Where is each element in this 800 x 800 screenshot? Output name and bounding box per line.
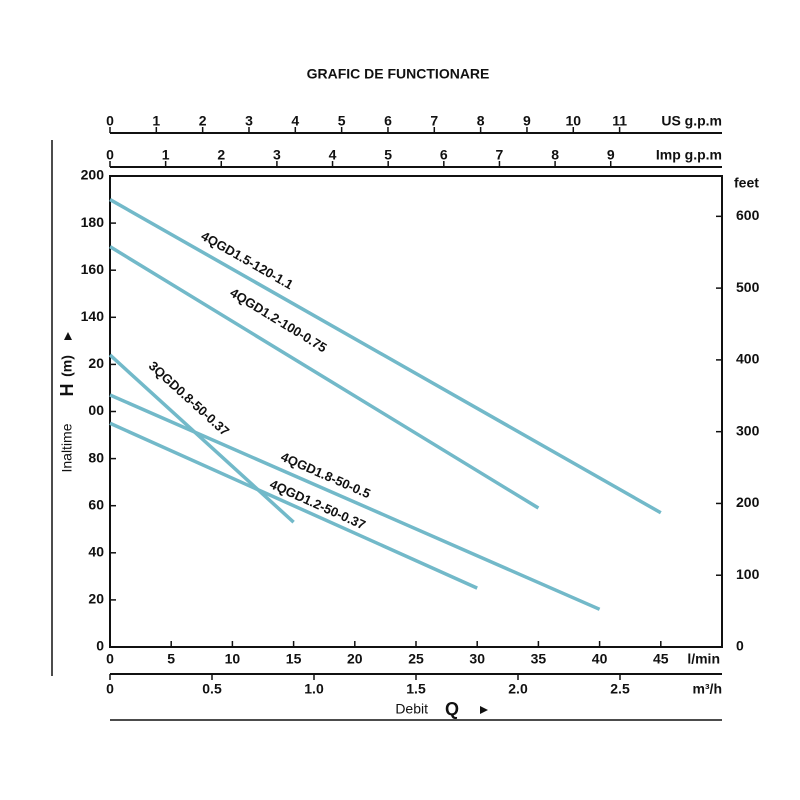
- extra-x-tick-label: 7: [430, 113, 438, 129]
- series-line: [109, 245, 540, 510]
- series-label: 4QGD1.5-120-1.1: [199, 228, 296, 292]
- y2-tick-label: 100: [736, 566, 760, 582]
- x-tick-label: 15: [286, 651, 302, 667]
- extra-x-tick-label: 5: [338, 113, 346, 129]
- y-tick-label: 140: [81, 308, 105, 324]
- extra-x-tick-label: 7: [496, 147, 504, 163]
- series-line: [109, 198, 662, 515]
- extra-x-tick-label: 3: [273, 147, 281, 163]
- extra-x-tick-label: 4: [329, 147, 337, 163]
- extra-x-tick-label: 0: [106, 681, 114, 697]
- extra-x-tick-label: 1.5: [406, 681, 426, 697]
- extra-x-tick-label: 2: [217, 147, 225, 163]
- extra-x-tick-label: 1: [162, 147, 170, 163]
- extra-x-tick-label: 1: [152, 113, 160, 129]
- extra-x-tick-label: 4: [291, 113, 299, 129]
- extra-x-tick-label: 10: [565, 113, 581, 129]
- arrow-icon: [480, 706, 488, 714]
- series-line: [108, 353, 295, 524]
- extra-x-tick-label: 8: [477, 113, 485, 129]
- extra-x-tick-label: 0.5: [202, 681, 222, 697]
- series-line: [109, 421, 478, 590]
- y2-tick-label: 400: [736, 351, 760, 367]
- extra-x-tick-label: 6: [384, 113, 392, 129]
- chart-title: GRAFIC DE FUNCTIONARE: [307, 66, 490, 82]
- extra-x-tick-label: 3: [245, 113, 253, 129]
- extra-x-tick-label: 5: [384, 147, 392, 163]
- extra-x-tick-label: 2.5: [610, 681, 630, 697]
- y-tick-label: 40: [88, 544, 104, 560]
- series-line: [109, 393, 601, 611]
- x-tick-label: 20: [347, 651, 363, 667]
- y2-tick-label: 600: [736, 207, 760, 223]
- x-tick-label: 0: [106, 651, 114, 667]
- y2-tick-label: 500: [736, 279, 760, 295]
- y-tick-label: 0: [96, 638, 104, 654]
- extra-x-tick-label: 0: [106, 113, 114, 129]
- x-tick-label: 40: [592, 651, 608, 667]
- extra-x-unit: US g.p.m: [661, 113, 722, 129]
- x-tick-label: 35: [531, 651, 547, 667]
- extra-x-tick-label: 9: [523, 113, 531, 129]
- y2-unit: feet: [734, 175, 759, 191]
- y-tick-label: 20: [88, 591, 104, 607]
- arrow-icon: [64, 332, 72, 340]
- extra-x-tick-label: 8: [551, 147, 559, 163]
- x-unit: l/min: [687, 651, 720, 667]
- extra-x-unit: Imp g.p.m: [656, 147, 722, 163]
- y-tick-label: 20: [88, 355, 104, 371]
- x-tick-label: 45: [653, 651, 669, 667]
- extra-x-unit: m³/h: [692, 681, 722, 697]
- y2-tick-label: 200: [736, 494, 760, 510]
- y2-tick-label: 300: [736, 422, 760, 438]
- extra-x-tick-label: 11: [612, 113, 627, 129]
- y-tick-label: 00: [88, 402, 104, 418]
- extra-x-tick-label: 6: [440, 147, 448, 163]
- x-label-symbol: Q: [445, 699, 459, 719]
- y-tick-label: 80: [88, 449, 104, 465]
- extra-x-tick-label: 2: [199, 113, 207, 129]
- extra-x-tick-label: 1.0: [304, 681, 324, 697]
- x-tick-label: 5: [167, 651, 175, 667]
- y-tick-label: 200: [81, 167, 105, 183]
- extra-x-tick-label: 2.0: [508, 681, 528, 697]
- y2-tick-label: 0: [736, 638, 744, 654]
- y-axis-title: Inaltime H (m): [57, 332, 77, 473]
- y-label: Inaltime: [59, 423, 75, 472]
- x-tick-label: 10: [225, 651, 241, 667]
- y-label-symbol: H: [57, 384, 77, 397]
- y-label-unit: (m): [59, 355, 75, 377]
- x-tick-label: 25: [408, 651, 424, 667]
- extra-x-tick-label: 9: [607, 147, 615, 163]
- x-tick-label: 30: [469, 651, 485, 667]
- y-tick-label: 160: [81, 261, 105, 277]
- extra-x-tick-label: 0: [106, 147, 114, 163]
- x-label: Debit: [395, 701, 428, 717]
- y-tick-label: 180: [81, 214, 105, 230]
- y-tick-label: 60: [88, 496, 104, 512]
